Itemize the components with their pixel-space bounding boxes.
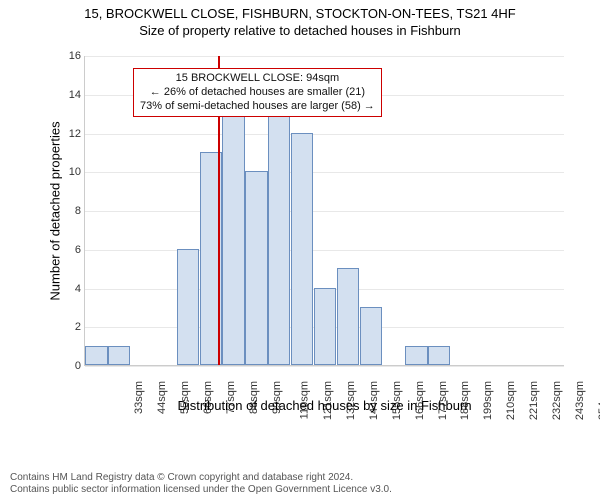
chart-title-line2: Size of property relative to detached ho…	[0, 23, 600, 40]
histogram-bar	[108, 346, 130, 365]
histogram-bar	[314, 288, 336, 366]
plot-area: Number of detached properties 0246810121…	[84, 56, 564, 366]
y-tick-label: 6	[57, 244, 81, 256]
y-tick-label: 16	[57, 50, 81, 62]
annotation-line1: 15 BROCKWELL CLOSE: 94sqm	[140, 72, 375, 86]
y-tick-label: 8	[57, 205, 81, 217]
x-tick-label: 221sqm	[528, 381, 540, 420]
histogram-bar	[291, 133, 313, 366]
histogram-bar	[222, 113, 244, 365]
x-axis-title: Distribution of detached houses by size …	[177, 398, 471, 413]
chart-container: Number of detached properties 0246810121…	[44, 48, 580, 406]
chart-title-block: 15, BROCKWELL CLOSE, FISHBURN, STOCKTON-…	[0, 0, 600, 40]
footer-line1: Contains HM Land Registry data © Crown c…	[10, 472, 392, 484]
histogram-bar	[405, 346, 427, 365]
annotation-box: 15 BROCKWELL CLOSE: 94sqm ← 26% of detac…	[133, 68, 382, 117]
y-tick-label: 14	[57, 89, 81, 101]
footer-line2: Contains public sector information licen…	[10, 484, 392, 496]
x-tick-label: 44sqm	[156, 381, 168, 414]
x-tick-label: 210sqm	[505, 381, 517, 420]
annotation-line2: ← 26% of detached houses are smaller (21…	[140, 86, 375, 100]
histogram-bar	[360, 307, 382, 365]
histogram-bar	[428, 346, 450, 365]
histogram-bar	[177, 249, 199, 365]
footer-attribution: Contains HM Land Registry data © Crown c…	[10, 472, 392, 496]
y-tick-label: 2	[57, 321, 81, 333]
y-tick-label: 0	[57, 360, 81, 372]
histogram-bar	[85, 346, 107, 365]
x-tick-label: 243sqm	[574, 381, 586, 420]
x-tick-label: 199sqm	[482, 381, 494, 420]
y-tick-label: 10	[57, 166, 81, 178]
histogram-bar	[245, 171, 267, 365]
gridline	[85, 366, 564, 367]
histogram-bar	[268, 113, 290, 365]
histogram-bar	[337, 268, 359, 365]
y-tick-label: 12	[57, 128, 81, 140]
annotation-line3: 73% of semi-detached houses are larger (…	[140, 100, 375, 114]
y-tick-label: 4	[57, 283, 81, 295]
x-tick-label: 232sqm	[551, 381, 563, 420]
chart-title-line1: 15, BROCKWELL CLOSE, FISHBURN, STOCKTON-…	[0, 6, 600, 23]
x-tick-label: 33sqm	[133, 381, 145, 414]
